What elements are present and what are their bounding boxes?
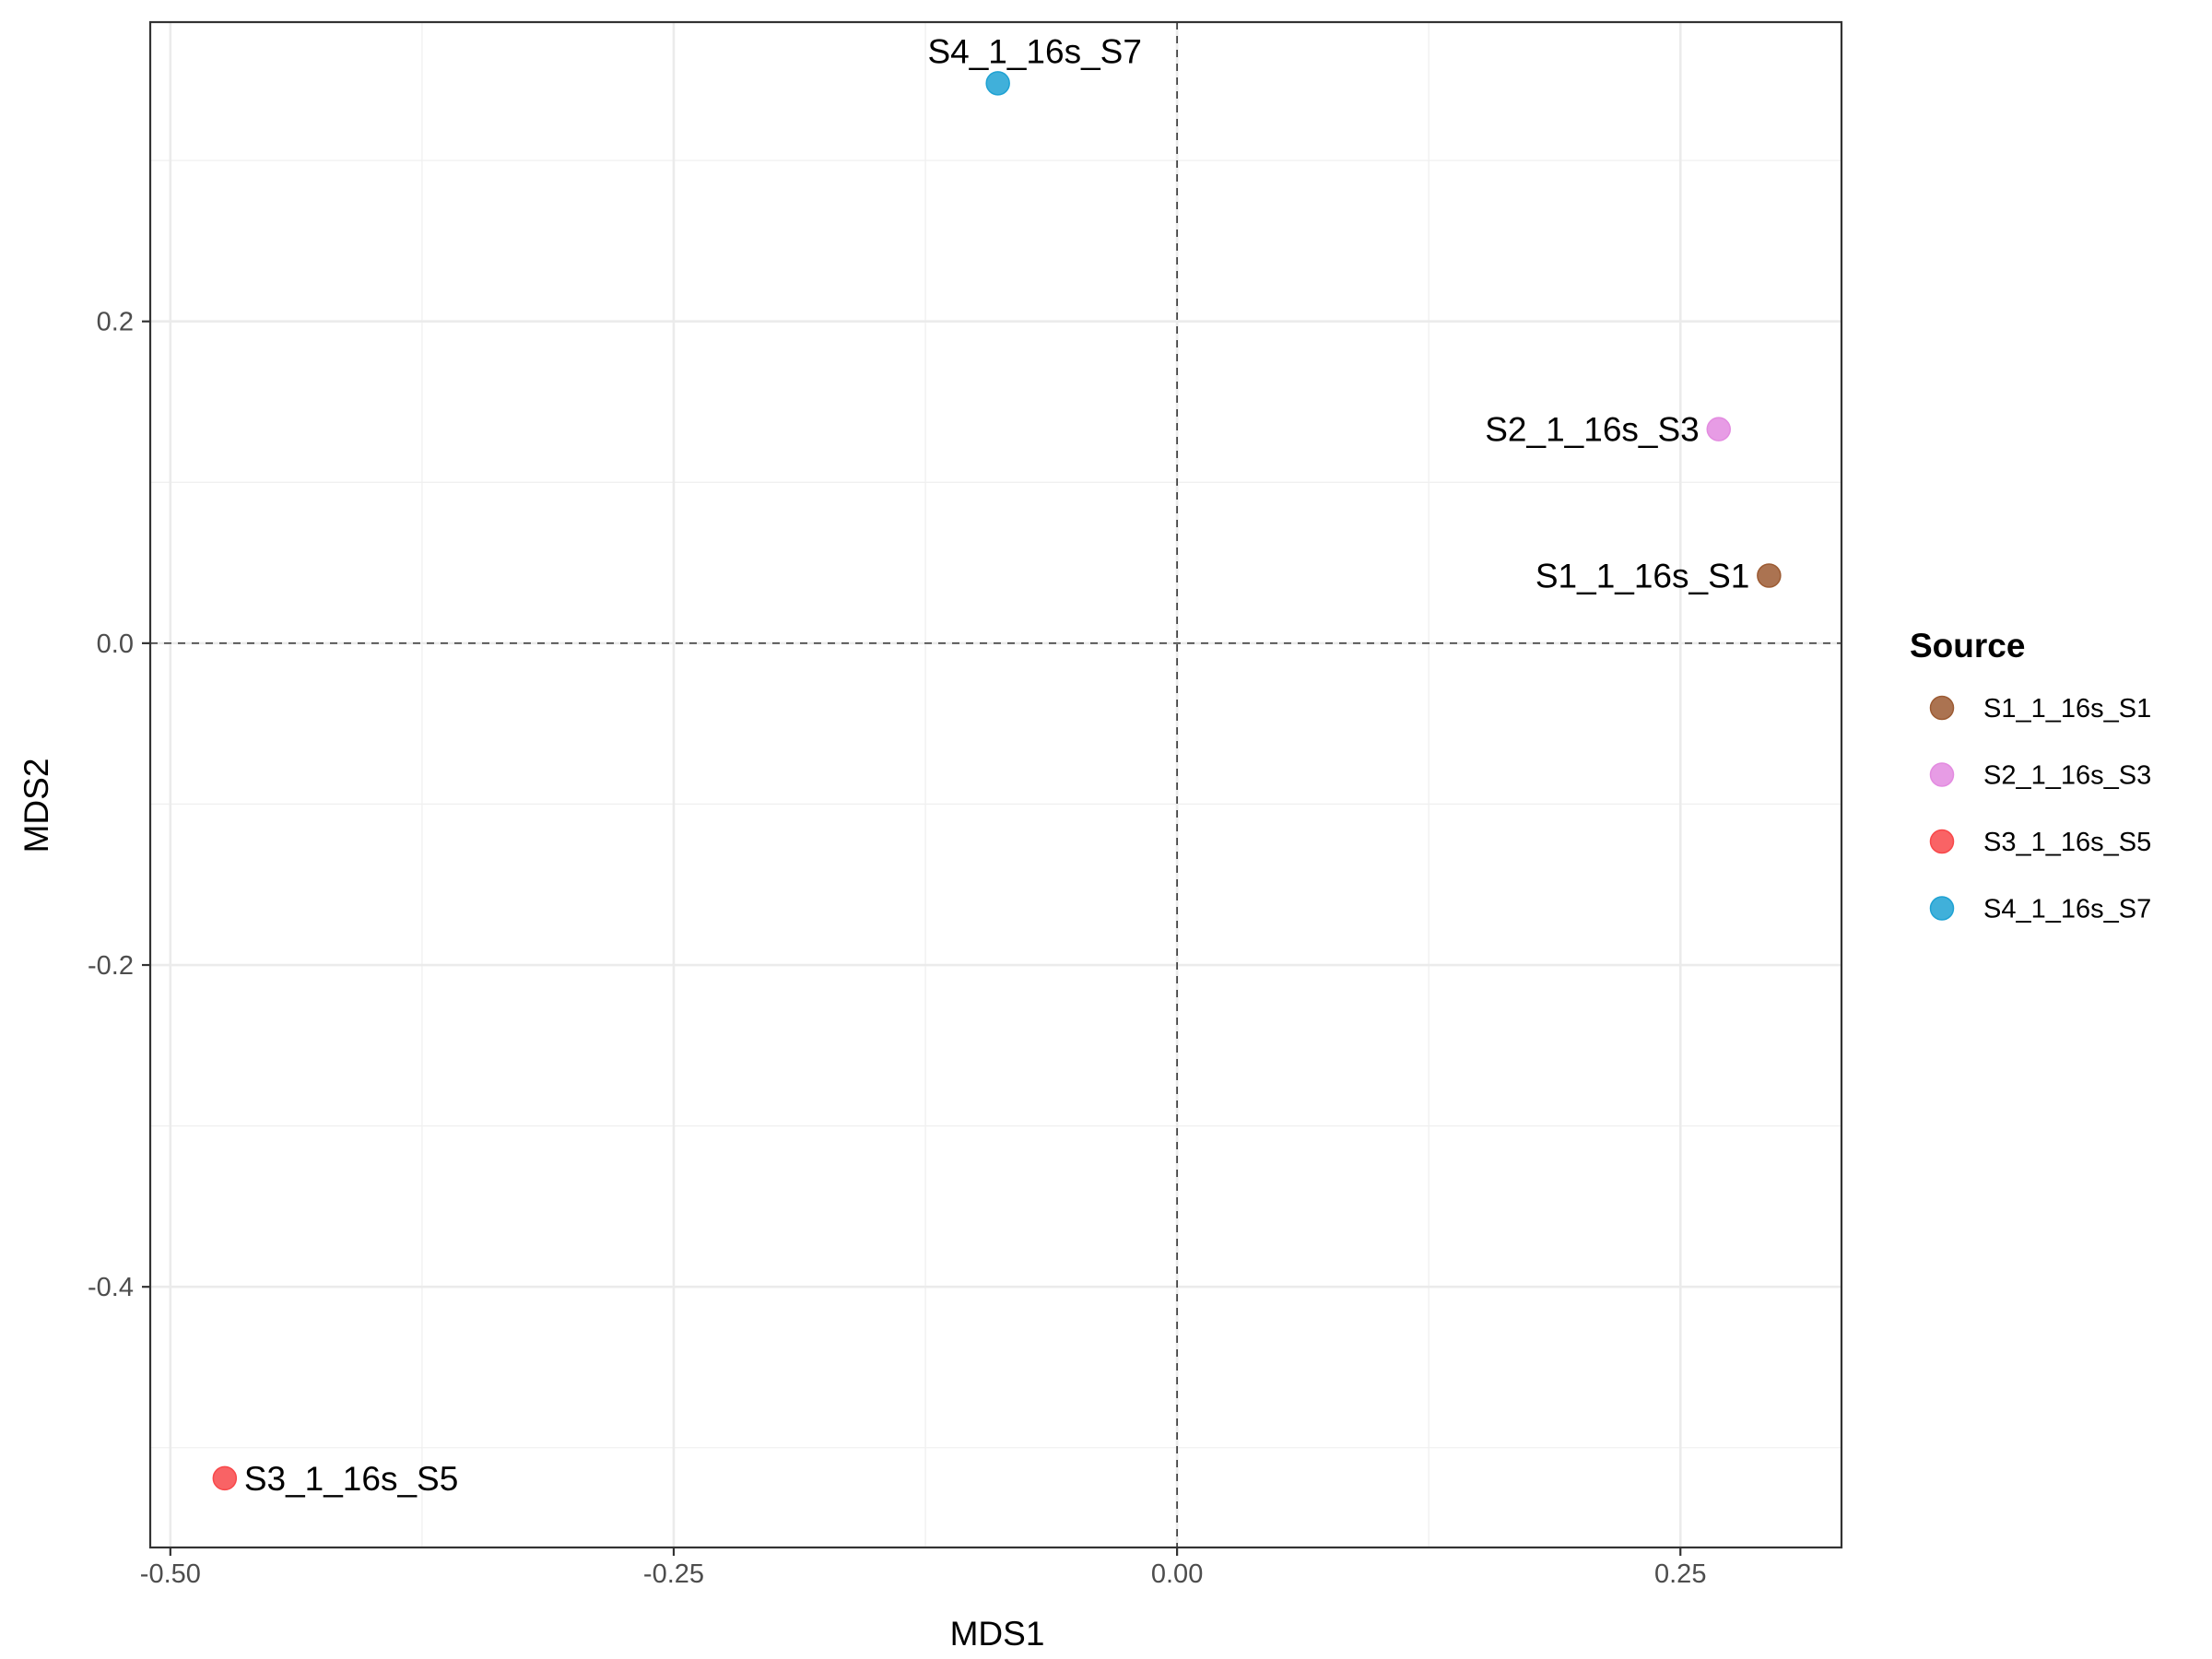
point-label: S1_1_16s_S1 xyxy=(1535,558,1749,595)
data-point xyxy=(212,1465,238,1491)
reference-lines xyxy=(150,22,1841,1547)
legend-label: S1_1_16s_S1 xyxy=(1983,694,2151,724)
y-tick-label: 0.2 xyxy=(97,308,134,337)
x-axis-title: MDS1 xyxy=(950,1615,1045,1653)
y-tick-label: -0.4 xyxy=(88,1273,134,1302)
legend-label: S4_1_16s_S7 xyxy=(1983,895,2151,924)
legend-label: S3_1_16s_S5 xyxy=(1983,828,2151,857)
x-tick-label: 0.25 xyxy=(1654,1559,1706,1589)
x-axis: -0.50 -0.25 0.00 0.25 xyxy=(140,1547,1706,1589)
legend-key-point xyxy=(1929,762,1955,787)
legend-key-point xyxy=(1929,829,1955,854)
legend-label: S2_1_16s_S3 xyxy=(1983,761,2151,791)
point-labels: S1_1_16s_S1 S2_1_16s_S3 S3_1_16s_S5 S4_1_16… xyxy=(244,32,1750,1498)
x-tick-label: -0.25 xyxy=(643,1559,704,1589)
legend-title: Source xyxy=(1910,627,2025,665)
x-tick-label: -0.50 xyxy=(140,1559,201,1589)
y-axis: -0.4 -0.2 0.0 0.2 xyxy=(88,308,150,1302)
point-label: S3_1_16s_S5 xyxy=(244,1460,458,1498)
data-point xyxy=(1706,417,1731,441)
x-tick-label: 0.00 xyxy=(1151,1559,1203,1589)
data-point xyxy=(1757,563,1782,588)
legend-items: S1_1_16s_S1 S2_1_16s_S3 S3_1_16s_S5 S4_1_16… xyxy=(1929,694,2151,924)
y-axis-title: MDS2 xyxy=(18,759,55,853)
data-points xyxy=(212,71,1782,1491)
y-tick-label: -0.2 xyxy=(88,951,134,981)
legend-key-point xyxy=(1929,896,1955,921)
point-label: S4_1_16s_S7 xyxy=(927,32,1141,70)
legend: Source S1_1_16s_S1 S2_1_16s_S3 S3_1_16s_S5… xyxy=(1910,627,2151,924)
plot-panel-border xyxy=(148,20,1843,1549)
data-point xyxy=(985,71,1010,96)
legend-key-point xyxy=(1929,695,1955,721)
point-label: S2_1_16s_S3 xyxy=(1485,411,1699,449)
y-tick-label: 0.0 xyxy=(97,629,134,659)
